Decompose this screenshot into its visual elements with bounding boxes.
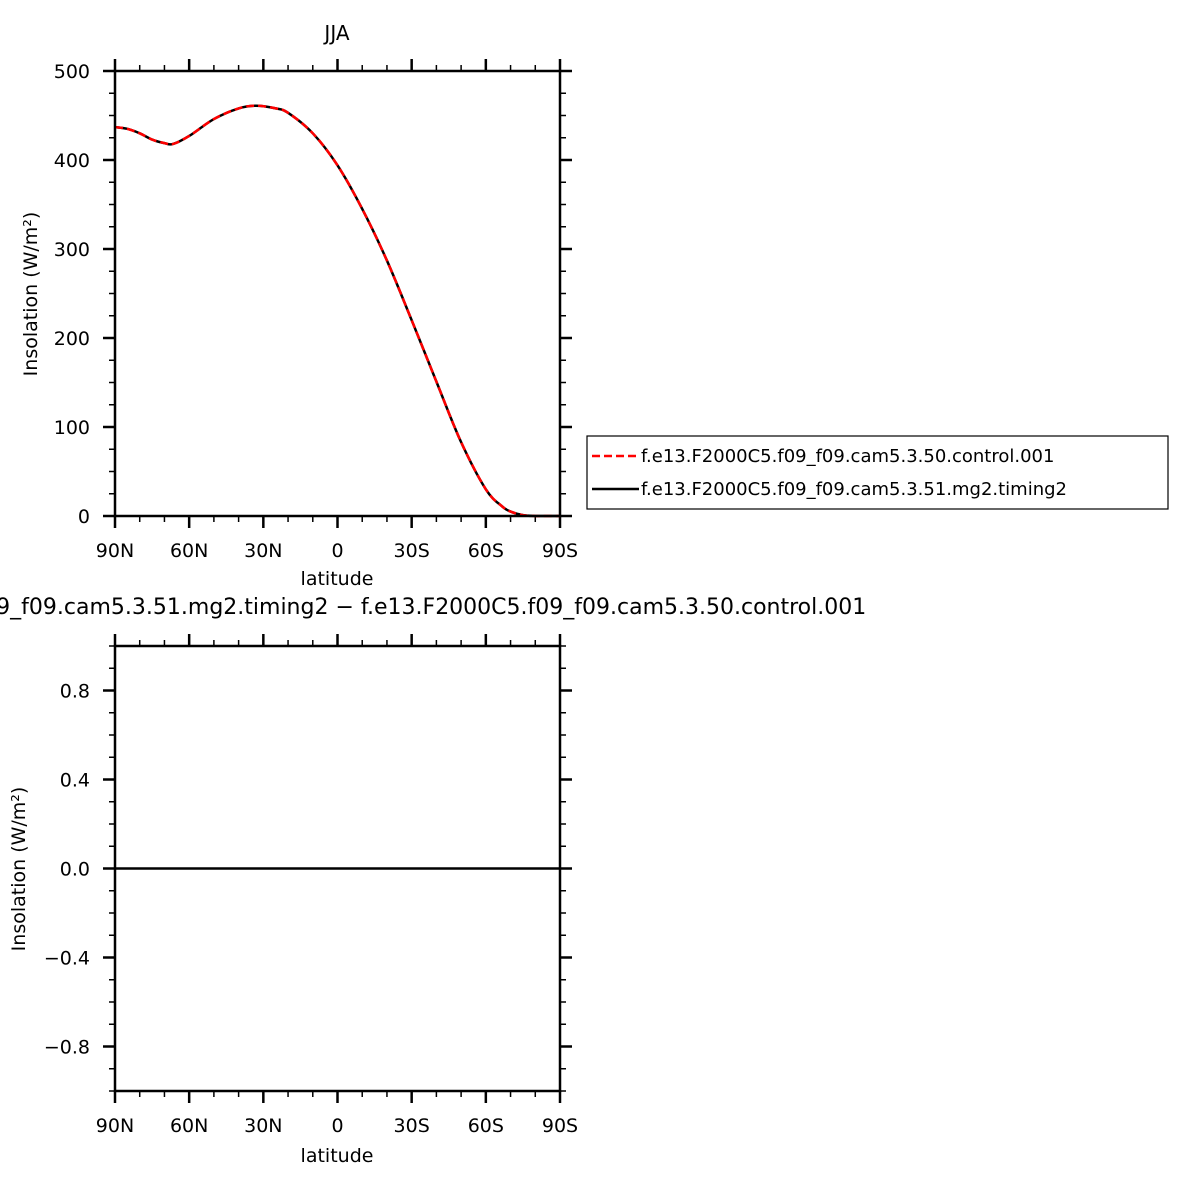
bottom-x-tick-label: 90S <box>542 1115 578 1137</box>
top-y-tick-label: 300 <box>54 239 90 261</box>
bottom-x-tick-label: 30S <box>394 1115 430 1137</box>
legend-label-timing2: f.e13.F2000C5.f09_f09.cam5.3.51.mg2.timi… <box>641 479 1067 500</box>
top-x-tick-label: 0 <box>331 540 343 562</box>
bottom-x-tick-label: 90N <box>96 1115 134 1137</box>
top-x-tick-label: 90S <box>542 540 578 562</box>
top-x-tick-label: 30N <box>244 540 282 562</box>
top-y-tick-labels: 0 100 200 300 400 500 <box>54 61 90 528</box>
top-y-tick-label: 500 <box>54 61 90 83</box>
legend-box <box>586 435 1169 510</box>
bottom-x-tick-label: 60S <box>468 1115 504 1137</box>
top-x-tick-label: 30S <box>394 540 430 562</box>
bottom-x-tick-labels: 90N 60N 30N 0 30S 60S 90S <box>96 1115 578 1137</box>
legend: f.e13.F2000C5.f09_f09.cam5.3.50.control.… <box>586 435 1169 510</box>
bottom-x-tick-label: 60N <box>170 1115 208 1137</box>
top-x-tick-label: 90N <box>96 540 134 562</box>
top-x-tick-label: 60S <box>468 540 504 562</box>
bottom-panel: f.e13.F2000C5.f09_f09.cam5.3.51.mg2.timi… <box>0 595 866 1167</box>
top-x-axis-label: latitude <box>301 568 374 590</box>
top-panel: JJA 90N 60N 30N 0 30S 60S 90S 0 100 200 300 400 500… <box>20 21 1169 590</box>
top-y-tick-label: 200 <box>54 328 90 350</box>
bottom-x-tick-label: 0 <box>331 1115 343 1137</box>
bottom-x-axis-label: latitude <box>301 1145 374 1167</box>
top-series-line-0 <box>114 104 560 518</box>
bottom-y-tick-labels: −0.8 −0.4 0.0 0.4 0.8 <box>44 681 90 1059</box>
top-series-line-1 <box>114 104 560 518</box>
top-y-tick-label: 0 <box>78 506 90 528</box>
top-series-lines <box>114 104 560 518</box>
top-y-tick-label: 400 <box>54 150 90 172</box>
bottom-y-axis-label: Insolation (W/m²) <box>8 787 30 952</box>
bottom-y-tick-label: 0.4 <box>60 770 90 792</box>
bottom-y-tick-label: −0.4 <box>44 948 90 970</box>
top-axis-ticks <box>103 59 572 528</box>
bottom-x-tick-label: 30N <box>244 1115 282 1137</box>
bottom-y-tick-label: 0.8 <box>60 681 90 703</box>
top-y-tick-label: 100 <box>54 417 90 439</box>
bottom-y-tick-label: 0.0 <box>60 859 90 881</box>
top-x-tick-labels: 90N 60N 30N 0 30S 60S 90S <box>96 540 578 562</box>
top-y-axis-label: Insolation (W/m²) <box>20 212 42 377</box>
bottom-chart-title: f.e13.F2000C5.f09_f09.cam5.3.51.mg2.timi… <box>0 595 866 620</box>
bottom-plot-frame <box>113 644 562 1093</box>
top-plot-frame <box>113 69 562 518</box>
bottom-y-tick-label: −0.8 <box>44 1037 90 1059</box>
top-chart-title: JJA <box>322 21 349 45</box>
legend-label-control: f.e13.F2000C5.f09_f09.cam5.3.50.control.… <box>641 446 1054 467</box>
top-x-tick-label: 60N <box>170 540 208 562</box>
